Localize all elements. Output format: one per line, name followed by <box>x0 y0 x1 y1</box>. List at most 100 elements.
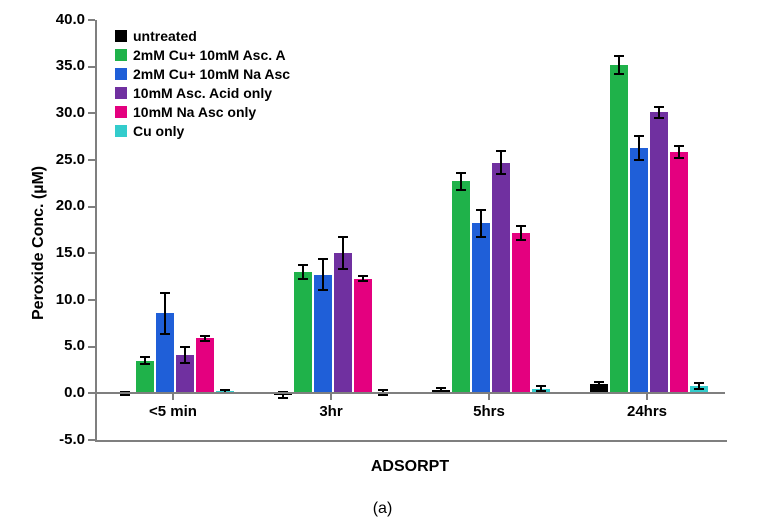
error-cap <box>160 292 170 294</box>
error-cap <box>436 387 446 389</box>
error-cap <box>614 73 624 75</box>
error-bar <box>342 237 344 269</box>
bar <box>334 253 352 393</box>
legend-swatch <box>115 87 127 99</box>
y-tick-label: 35.0 <box>35 57 85 74</box>
bar <box>294 272 312 393</box>
error-bar <box>164 293 166 334</box>
legend-swatch <box>115 49 127 61</box>
bar <box>610 65 628 394</box>
legend-label: 2mM Cu+ 10mM Asc. A <box>133 47 286 63</box>
zero-line <box>95 392 725 394</box>
error-cap <box>674 157 684 159</box>
error-cap <box>694 382 704 384</box>
y-tick-label: 5.0 <box>35 337 85 354</box>
y-tick <box>88 392 95 394</box>
error-cap <box>536 385 546 387</box>
error-cap <box>614 55 624 57</box>
error-cap <box>298 264 308 266</box>
legend-item: 2mM Cu+ 10mM Na Asc <box>115 66 290 82</box>
error-cap <box>634 135 644 137</box>
bar <box>196 338 214 393</box>
y-tick-label: -5.0 <box>35 431 85 448</box>
error-cap <box>180 346 190 348</box>
legend-label: 10mM Asc. Acid only <box>133 85 272 101</box>
legend-label: 10mM Na Asc only <box>133 104 256 120</box>
error-cap <box>654 106 664 108</box>
error-cap <box>456 189 466 191</box>
x-tick <box>488 393 490 400</box>
error-cap <box>378 389 388 391</box>
bar <box>472 223 490 393</box>
error-cap <box>496 173 506 175</box>
legend-item: Cu only <box>115 123 290 139</box>
error-cap <box>318 289 328 291</box>
bar <box>452 181 470 393</box>
legend-item: 10mM Na Asc only <box>115 104 290 120</box>
error-cap <box>200 340 210 342</box>
error-cap <box>694 388 704 390</box>
x-tick <box>646 393 648 400</box>
error-cap <box>476 209 486 211</box>
chart-container: Peroxide Conc. (µM) ADSORPT (a) untreate… <box>0 0 765 532</box>
error-cap <box>278 397 288 399</box>
error-cap <box>496 150 506 152</box>
legend-label: Cu only <box>133 123 184 139</box>
bar <box>492 163 510 394</box>
x-tick-label: 24hrs <box>568 403 726 420</box>
error-bar <box>480 210 482 236</box>
error-bar <box>520 226 522 240</box>
error-cap <box>298 278 308 280</box>
legend-item: untreated <box>115 28 290 44</box>
error-cap <box>634 159 644 161</box>
bar <box>650 112 668 393</box>
error-cap <box>594 385 604 387</box>
legend-swatch <box>115 125 127 137</box>
error-cap <box>318 258 328 260</box>
error-cap <box>160 333 170 335</box>
y-tick-label: 25.0 <box>35 151 85 168</box>
error-bar <box>618 56 620 74</box>
subcaption: (a) <box>0 500 765 518</box>
error-cap <box>358 280 368 282</box>
bar <box>512 233 530 394</box>
y-tick-label: 20.0 <box>35 197 85 214</box>
error-cap <box>140 356 150 358</box>
error-cap <box>516 225 526 227</box>
error-cap <box>180 362 190 364</box>
y-tick-label: 10.0 <box>35 291 85 308</box>
legend-swatch <box>115 30 127 42</box>
error-cap <box>674 145 684 147</box>
y-tick <box>88 112 95 114</box>
y-tick <box>88 439 95 441</box>
x-tick-label: 5hrs <box>410 403 568 420</box>
x-tick-label: 3hr <box>252 403 410 420</box>
y-tick <box>88 159 95 161</box>
error-bar <box>322 259 324 290</box>
error-cap <box>220 389 230 391</box>
y-tick <box>88 346 95 348</box>
y-tick-label: 30.0 <box>35 104 85 121</box>
y-tick <box>88 206 95 208</box>
y-tick-label: 40.0 <box>35 11 85 28</box>
y-tick <box>88 19 95 21</box>
y-tick <box>88 299 95 301</box>
x-tick-label: <5 min <box>94 403 252 420</box>
error-cap <box>338 236 348 238</box>
y-tick-label: 0.0 <box>35 384 85 401</box>
legend-item: 10mM Asc. Acid only <box>115 85 290 101</box>
error-bar <box>302 265 304 280</box>
legend-swatch <box>115 106 127 118</box>
error-cap <box>594 381 604 383</box>
error-bar <box>184 347 186 363</box>
error-bar <box>460 173 462 190</box>
legend: untreated 2mM Cu+ 10mM Asc. A 2mM Cu+ 10mM… <box>115 28 290 142</box>
y-tick-label: 15.0 <box>35 244 85 261</box>
y-tick <box>88 66 95 68</box>
error-cap <box>456 172 466 174</box>
x-tick <box>172 393 174 400</box>
bar <box>630 148 648 393</box>
x-axis-title: ADSORPT <box>95 458 725 476</box>
error-cap <box>358 275 368 277</box>
x-tick <box>330 393 332 400</box>
